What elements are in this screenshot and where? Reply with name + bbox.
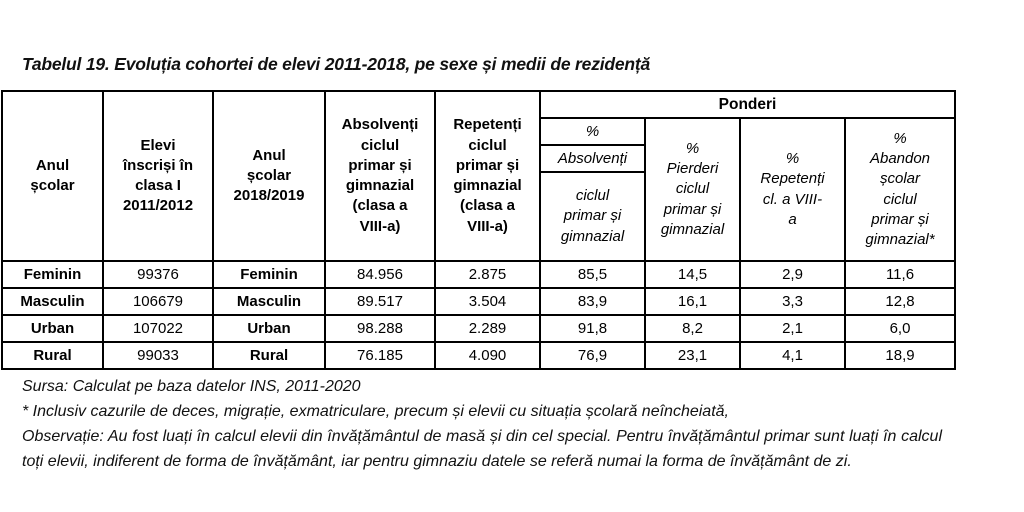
pct-pierderi-cell: 14,5 — [644, 260, 741, 289]
header-row-sub3: ciclul primar și gimnazial — [2, 171, 955, 262]
repetenti-cell: 3.504 — [434, 287, 541, 316]
pct-absolventi-cell: 85,5 — [539, 260, 646, 289]
pct-repetenti-cell: 4,1 — [739, 341, 846, 370]
row-label-cell: Feminin — [1, 260, 104, 289]
row-label-cell: Urban — [1, 314, 104, 343]
repetenti-cell: 2.289 — [434, 314, 541, 343]
inscrisi-cell: 106679 — [102, 287, 214, 316]
header-row-sub1: % % Pierderi ciclul primar și gimnazial … — [2, 117, 957, 262]
header-pct-repetenti: % Repetenți cl. a VIII- a — [739, 117, 846, 262]
header-anul-scolar-2018: Anul școlar 2018/2019 — [212, 90, 326, 262]
source-note: Sursa: Calculat pe baza datelor INS, 201… — [22, 378, 361, 395]
pct-abandon-cell: 6,0 — [843, 314, 957, 343]
absolventi-cell: 76.185 — [324, 341, 436, 370]
pct-absolventi-cell: 83,9 — [539, 287, 646, 316]
header-row-sub2: Absolvenți — [2, 144, 955, 173]
table-row-feminin: Feminin 99376 Feminin 84.956 2.875 85,5 … — [1, 260, 957, 289]
header-row-group: Anul școlar Elevi înscriși în clasa I 20… — [1, 90, 957, 262]
header-pct-absolventi-percent: % — [539, 117, 646, 146]
row-label2-cell: Rural — [212, 341, 326, 370]
pct-repetenti-cell: 3,3 — [739, 287, 846, 316]
pct-repetenti-cell: 2,9 — [739, 260, 846, 289]
absolventi-cell: 89.517 — [324, 287, 436, 316]
pct-repetenti-cell: 2,1 — [739, 314, 846, 343]
row-label2-cell: Feminin — [212, 260, 326, 289]
table-footnotes: Sursa: Calculat pe baza datelor INS, 201… — [22, 374, 942, 474]
pct-abandon-cell: 11,6 — [843, 260, 957, 289]
table-row-masculin: Masculin 106679 Masculin 89.517 3.504 83… — [1, 287, 957, 316]
header-pct-pierderi: % Pierderi ciclul primar și gimnazial — [644, 117, 741, 262]
header-pct-absolventi-word: Absolvenți — [539, 144, 646, 173]
row-label-cell: Masculin — [1, 287, 104, 316]
row-label-cell: Rural — [1, 341, 104, 370]
header-absolventi: Absolvenți ciclul primar și gimnazial (c… — [324, 90, 436, 262]
pct-abandon-cell: 12,8 — [843, 287, 957, 316]
inscrisi-cell: 107022 — [102, 314, 214, 343]
asterisk-note: * Inclusiv cazurile de deces, migrație, … — [22, 403, 729, 420]
pct-absolventi-cell: 76,9 — [539, 341, 646, 370]
inscrisi-cell: 99376 — [102, 260, 214, 289]
table-row-rural: Rural 99033 Rural 76.185 4.090 76,9 23,1… — [1, 341, 957, 370]
inscrisi-cell: 99033 — [102, 341, 214, 370]
header-anul-scolar-2011: Anul școlar — [1, 90, 104, 262]
repetenti-cell: 4.090 — [434, 341, 541, 370]
pct-absolventi-cell: 91,8 — [539, 314, 646, 343]
row-label2-cell: Masculin — [212, 287, 326, 316]
header-elevi-inscrisi: Elevi înscriși în clasa I 2011/2012 — [102, 90, 214, 262]
header-pct-absolventi-ciclul: ciclul primar și gimnazial — [539, 171, 646, 262]
header-repetenti: Repetenți ciclul primar și gimnazial (cl… — [434, 90, 541, 262]
repetenti-cell: 2.875 — [434, 260, 541, 289]
row-label2-cell: Urban — [212, 314, 326, 343]
table-row-urban: Urban 107022 Urban 98.288 2.289 91,8 8,2… — [1, 314, 957, 343]
absolventi-cell: 98.288 — [324, 314, 436, 343]
cohort-evolution-table: Anul școlar Elevi înscriși în clasa I 20… — [1, 90, 957, 370]
pct-abandon-cell: 18,9 — [843, 341, 957, 370]
absolventi-cell: 84.956 — [324, 260, 436, 289]
observation-note: Observație: Au fost luați în calcul elev… — [22, 428, 942, 470]
header-ponderi-group: Ponderi — [538, 90, 957, 119]
pct-pierderi-cell: 23,1 — [644, 341, 741, 370]
pct-pierderi-cell: 8,2 — [644, 314, 741, 343]
pct-pierderi-cell: 16,1 — [644, 287, 741, 316]
header-pct-abandon: % Abandon școlar ciclul primar și gimnaz… — [843, 117, 957, 262]
table-title: Tabelul 19. Evoluția cohortei de elevi 2… — [22, 54, 651, 74]
